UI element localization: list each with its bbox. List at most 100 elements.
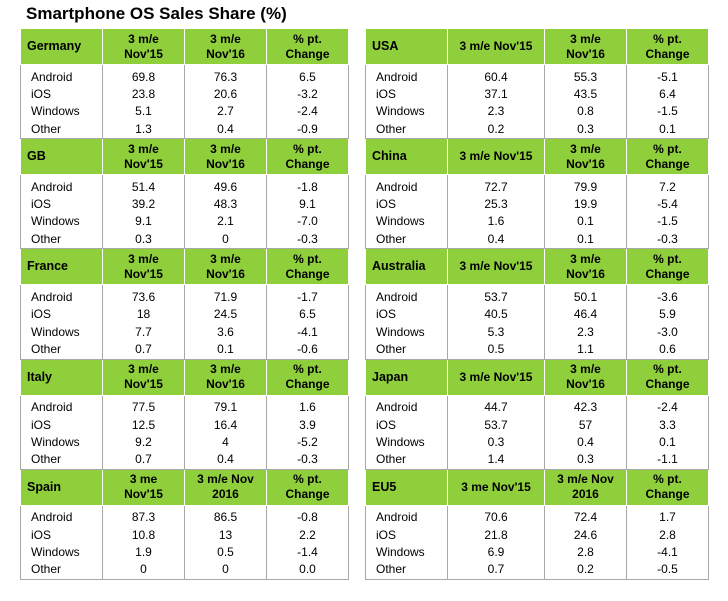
value-change: 6.4 [626, 85, 709, 103]
column-header-eu5-3: % pt. Change [626, 468, 709, 506]
os-label: iOS [365, 85, 448, 103]
value-nov16: 86.5 [184, 505, 267, 527]
data-row-usa-android: Android 60.4 55.3 -5.1 [365, 64, 709, 86]
value-nov15: 53.7 [447, 415, 545, 434]
os-label: Windows [20, 322, 103, 341]
os-label: Windows [365, 212, 448, 231]
column-header-usa-2: 3 m/e Nov'16 [544, 28, 627, 65]
data-row-gb-android: Android 51.4 49.6 -1.8 [20, 174, 349, 196]
value-nov16: 0.3 [544, 119, 627, 140]
value-nov16: 0 [184, 230, 267, 250]
value-change: -0.3 [266, 230, 349, 250]
column-header-japan-3: % pt. Change [626, 358, 709, 396]
os-label: Android [365, 284, 448, 306]
value-nov16: 3.6 [184, 322, 267, 341]
data-row-france-other: Other 0.7 0.1 -0.6 [20, 340, 349, 360]
data-row-spain-other: Other 0 0 0.0 [20, 560, 349, 580]
value-nov16: 50.1 [544, 284, 627, 306]
value-nov16: 79.1 [184, 395, 267, 416]
value-change: -0.6 [266, 340, 349, 360]
value-nov15: 21.8 [447, 526, 545, 544]
data-row-france-ios: iOS 18 24.5 6.5 [20, 305, 349, 323]
value-change: -2.4 [626, 395, 709, 416]
column-header-france-1: 3 m/e Nov'15 [102, 248, 185, 286]
header-row-italy: Italy 3 m/e Nov'15 3 m/e Nov'16% pt. Change [20, 358, 349, 396]
column-header-eu5-2: 3 m/e Nov 2016 [544, 468, 627, 506]
os-label: iOS [365, 195, 448, 213]
value-nov16: 0 [184, 560, 267, 580]
column-header-italy-3: % pt. Change [266, 358, 349, 396]
value-nov15: 0.3 [447, 433, 545, 451]
os-label: Android [20, 395, 103, 416]
os-label: Windows [365, 102, 448, 120]
value-nov15: 0.2 [447, 119, 545, 140]
value-nov15: 73.6 [102, 284, 185, 306]
value-change: 0.0 [266, 560, 349, 580]
data-row-gb-other: Other 0.3 0 -0.3 [20, 230, 349, 250]
data-row-eu5-ios: iOS 21.8 24.6 2.8 [365, 526, 709, 544]
value-nov16: 0.3 [544, 450, 627, 470]
column-header-italy-2: 3 m/e Nov'16 [184, 358, 267, 396]
value-nov15: 53.7 [447, 284, 545, 306]
value-nov15: 70.6 [447, 505, 545, 527]
country-label-gb: GB [20, 138, 103, 176]
data-row-usa-windows: Windows 2.3 0.8 -1.5 [365, 102, 709, 120]
data-row-china-ios: iOS 25.3 19.9 -5.4 [365, 195, 709, 213]
value-change: -1.4 [266, 543, 349, 561]
data-row-china-windows: Windows 1.6 0.1 -1.5 [365, 212, 709, 231]
value-nov16: 2.7 [184, 102, 267, 120]
os-label: Other [365, 340, 448, 360]
column-header-china-2: 3 m/e Nov'16 [544, 138, 627, 176]
value-nov15: 0.4 [447, 230, 545, 250]
column-header-australia-2: 3 m/e Nov'16 [544, 248, 627, 286]
data-row-france-windows: Windows 7.7 3.6 -4.1 [20, 322, 349, 341]
value-nov16: 55.3 [544, 64, 627, 86]
value-nov16: 0.4 [184, 119, 267, 140]
data-row-italy-ios: iOS 12.5 16.4 3.9 [20, 415, 349, 434]
value-nov15: 0.5 [447, 340, 545, 360]
value-nov15: 9.2 [102, 433, 185, 451]
os-label: iOS [20, 305, 103, 323]
value-nov15: 12.5 [102, 415, 185, 434]
value-nov16: 24.6 [544, 526, 627, 544]
value-nov15: 18 [102, 305, 185, 323]
value-change: -3.2 [266, 85, 349, 103]
value-change: 3.9 [266, 415, 349, 434]
value-nov15: 5.1 [102, 102, 185, 120]
value-nov16: 20.6 [184, 85, 267, 103]
os-label: Other [365, 560, 448, 580]
value-nov16: 76.3 [184, 64, 267, 86]
header-row-australia: Australia 3 m/e Nov'15 3 m/e Nov'16% pt. Cha… [365, 248, 709, 286]
value-nov15: 25.3 [447, 195, 545, 213]
value-nov16: 2.1 [184, 212, 267, 231]
value-change: 6.5 [266, 305, 349, 323]
value-change: -1.1 [626, 450, 709, 470]
data-row-australia-other: Other 0.5 1.1 0.6 [365, 340, 709, 360]
value-change: -5.4 [626, 195, 709, 213]
value-nov16: 4 [184, 433, 267, 451]
header-row-spain: Spain 3 me Nov'15 3 m/e Nov 2016% pt. Change [20, 468, 349, 506]
value-nov16: 43.5 [544, 85, 627, 103]
value-nov16: 42.3 [544, 395, 627, 416]
value-nov16: 71.9 [184, 284, 267, 306]
value-nov15: 7.7 [102, 322, 185, 341]
os-label: iOS [20, 526, 103, 544]
value-change: 5.9 [626, 305, 709, 323]
header-row-germany: Germany 3 m/e Nov'15 3 m/e Nov'16% pt. Change [20, 28, 349, 65]
column-header-spain-1: 3 me Nov'15 [102, 468, 185, 506]
value-nov16: 0.1 [544, 230, 627, 250]
value-nov16: 79.9 [544, 174, 627, 196]
data-row-australia-android: Android 53.7 50.1 -3.6 [365, 284, 709, 306]
column-header-france-2: 3 m/e Nov'16 [184, 248, 267, 286]
data-row-germany-other: Other 1.3 0.4 -0.9 [20, 119, 349, 140]
data-row-china-android: Android 72.7 79.9 7.2 [365, 174, 709, 196]
os-label: Android [20, 174, 103, 196]
column-header-japan-1: 3 m/e Nov'15 [447, 358, 545, 396]
data-row-japan-windows: Windows 0.3 0.4 0.1 [365, 433, 709, 451]
value-nov15: 0.7 [447, 560, 545, 580]
value-change: 3.3 [626, 415, 709, 434]
page-title: Smartphone OS Sales Share (%) [26, 4, 287, 23]
header-row-france: France 3 m/e Nov'15 3 m/e Nov'16% pt. Change [20, 248, 349, 286]
os-label: Windows [20, 543, 103, 561]
country-label-australia: Australia [365, 248, 448, 286]
